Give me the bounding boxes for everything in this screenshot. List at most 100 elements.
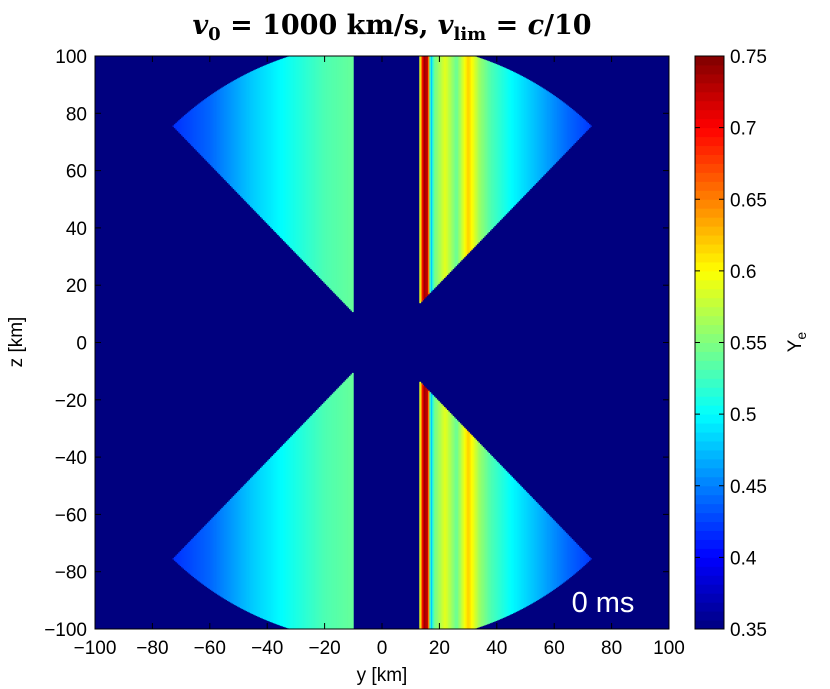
- colorbar-band: [695, 378, 724, 388]
- field-strip: [569, 537, 572, 578]
- field-strip: [245, 73, 248, 203]
- field-strip: [318, 407, 321, 629]
- field-strip: [336, 389, 338, 629]
- field-strip: [300, 56, 303, 259]
- field-strip: [351, 372, 354, 629]
- field-strip: [305, 56, 308, 265]
- field-strip: [202, 527, 205, 585]
- field-strip: [430, 393, 433, 629]
- field-strip: [298, 427, 301, 629]
- field-strip: [196, 104, 199, 152]
- field-strip: [456, 56, 459, 265]
- colorbar-band: [695, 145, 724, 155]
- field-strip: [562, 530, 565, 583]
- field-strip: [313, 56, 315, 273]
- field-strip: [432, 395, 435, 629]
- field-strip: [588, 556, 591, 561]
- field-strip: [429, 392, 432, 629]
- field-strip: [320, 405, 323, 629]
- field-strip: [473, 56, 476, 247]
- x-tick-label: 40: [486, 638, 507, 659]
- field-strip: [452, 415, 455, 629]
- field-strip: [535, 84, 538, 184]
- field-strip: [204, 99, 206, 160]
- field-strip: [321, 56, 324, 281]
- field-strip: [571, 539, 574, 576]
- field-strip: [327, 398, 330, 629]
- field-strip: [252, 70, 255, 210]
- field-strip: [264, 65, 267, 222]
- field-strip: [237, 78, 239, 194]
- field-strip: [425, 387, 427, 629]
- field-strip: [297, 429, 300, 629]
- field-strip: [280, 447, 282, 626]
- field-strip: [337, 387, 340, 629]
- field-strip: [442, 56, 445, 280]
- field-strip: [301, 424, 304, 629]
- field-strip: [173, 556, 176, 561]
- field-strip: [231, 81, 234, 188]
- field-strip: [422, 56, 425, 301]
- field-strip: [268, 458, 271, 622]
- field-strip: [313, 412, 315, 629]
- field-strip: [509, 475, 512, 615]
- field-strip: [532, 82, 535, 186]
- colorbar-band: [695, 494, 724, 505]
- field-strip: [440, 404, 443, 629]
- field-strip: [189, 110, 192, 145]
- field-strip: [281, 445, 284, 627]
- field-strip: [314, 56, 317, 274]
- field-strip: [481, 58, 483, 240]
- field-strip: [216, 512, 219, 595]
- colorbar-band: [695, 360, 724, 370]
- field-strip: [305, 420, 308, 629]
- field-strip: [321, 404, 324, 629]
- field-strip: [439, 402, 442, 629]
- field-strip: [251, 71, 254, 209]
- field-strip: [237, 491, 239, 607]
- field-strip: [323, 402, 326, 629]
- colorbar-band: [695, 405, 724, 415]
- field-strip: [472, 436, 475, 629]
- field-strip: [420, 56, 423, 302]
- field-strip: [218, 89, 221, 175]
- colorbar-band: [695, 163, 724, 173]
- colorbar-ticks: 0.75 0.7 0.65 0.6 0.55 0.5 0.45 0.4 0.35: [695, 47, 767, 641]
- field-strip: [558, 99, 561, 160]
- field-strip: [456, 420, 459, 629]
- field-strip: [582, 118, 585, 135]
- field-strip: [194, 536, 196, 579]
- field-strip: [270, 62, 272, 228]
- field-strip: [506, 69, 509, 213]
- colorbar-band: [695, 261, 724, 272]
- field-strip: [587, 555, 590, 563]
- field-strip: [216, 90, 219, 173]
- field-strip: [344, 56, 347, 305]
- colorbar-band: [695, 190, 724, 200]
- field-strip: [277, 60, 280, 235]
- field-strip: [536, 84, 539, 182]
- x-tick-label: −20: [308, 638, 340, 659]
- field-strip: [346, 378, 348, 629]
- x-tick-label: −60: [194, 638, 226, 659]
- field-strip: [488, 453, 491, 624]
- field-strip: [300, 426, 303, 629]
- field-strip: [481, 445, 483, 627]
- field-strip: [502, 467, 505, 618]
- field-strip: [221, 87, 224, 178]
- field-strip: [426, 56, 429, 296]
- colorbar-band: [695, 584, 724, 594]
- field-strip: [294, 56, 297, 253]
- colorbar-band: [695, 485, 724, 496]
- field-strip: [449, 56, 452, 273]
- field-strip: [521, 76, 524, 198]
- field-strip: [330, 395, 333, 629]
- field-strip: [247, 481, 249, 612]
- field-strip: [435, 398, 437, 629]
- colorbar-band: [695, 432, 724, 442]
- field-strip: [545, 90, 548, 173]
- field-strip: [238, 77, 241, 195]
- field-strip: [267, 64, 270, 225]
- colorbar-band: [695, 73, 724, 84]
- field-strip: [232, 80, 235, 189]
